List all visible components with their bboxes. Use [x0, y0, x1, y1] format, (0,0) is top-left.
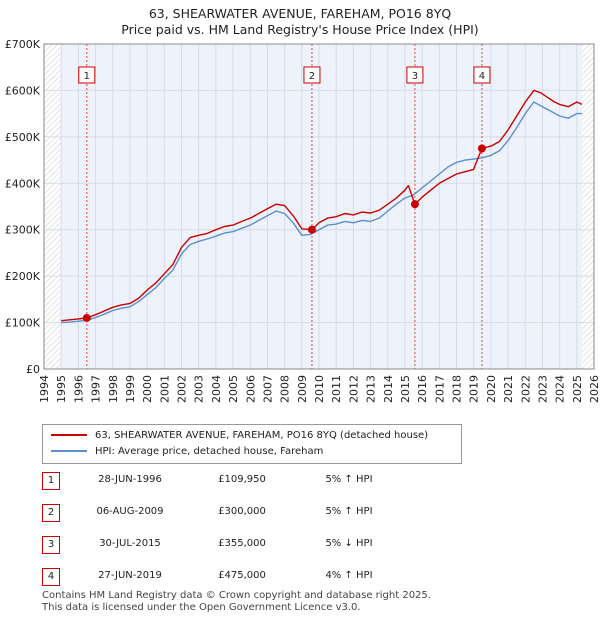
sale-point — [410, 200, 419, 209]
sale-marker-badge: 3 — [42, 536, 60, 554]
sale-price: £355,000 — [218, 538, 266, 549]
chart-legend: 63, SHEARWATER AVENUE, FAREHAM, PO16 8YQ… — [42, 424, 462, 464]
y-tick-label: £0 — [26, 363, 40, 376]
sale-point — [307, 225, 316, 234]
x-tick-label: 2011 — [330, 375, 343, 403]
x-tick-label: 2021 — [502, 375, 515, 403]
sale-label-number: 3 — [412, 71, 418, 82]
x-tick-label: 2005 — [227, 375, 240, 403]
x-tick-label: 2006 — [244, 375, 257, 403]
sale-hpi-diff: 5% ↑ HPI — [325, 506, 373, 517]
sale-row: 1 28-JUN-1996 £109,950 5% ↑ HPI — [42, 472, 442, 492]
legend-item-price: 63, SHEARWATER AVENUE, FAREHAM, PO16 8YQ… — [51, 428, 428, 444]
y-tick-label: £600K — [5, 84, 41, 97]
footer-line1: Contains HM Land Registry data © Crown c… — [42, 590, 431, 601]
x-tick-label: 2018 — [451, 375, 464, 403]
sale-date: 06-AUG-2009 — [96, 506, 164, 517]
x-tick-label: 2000 — [141, 375, 154, 403]
x-tick-label: 2004 — [210, 375, 223, 403]
sale-row: 2 06-AUG-2009 £300,000 5% ↑ HPI — [42, 504, 442, 524]
x-tick-label: 1998 — [107, 375, 120, 403]
x-tick-label: 2001 — [158, 375, 171, 403]
sale-label-box — [473, 66, 491, 84]
x-tick-label: 1996 — [72, 375, 85, 403]
y-tick-label: £500K — [5, 131, 41, 144]
x-tick-label: 1995 — [55, 375, 68, 403]
y-tick-label: £700K — [5, 38, 41, 51]
sale-row: 3 30-JUL-2015 £355,000 5% ↓ HPI — [42, 536, 442, 556]
sale-price: £109,950 — [218, 474, 266, 485]
sale-label-box — [406, 66, 424, 84]
sale-label-number: 2 — [309, 71, 315, 82]
sale-date: 27-JUN-2019 — [98, 570, 162, 581]
x-tick-label: 2025 — [571, 375, 584, 403]
sale-hpi-diff: 5% ↓ HPI — [325, 538, 373, 549]
sale-date: 30-JUL-2015 — [99, 538, 161, 549]
x-tick-label: 2014 — [382, 375, 395, 403]
sale-marker-badge: 4 — [42, 568, 60, 586]
sale-label-box — [78, 66, 96, 84]
sale-point — [477, 144, 486, 153]
y-tick-label: £300K — [5, 224, 41, 237]
legend-swatch-price — [51, 434, 87, 436]
x-tick-label: 2008 — [279, 375, 292, 403]
x-tick-label: 1999 — [124, 375, 137, 403]
sale-date: 28-JUN-1996 — [98, 474, 162, 485]
legend-label-price: 63, SHEARWATER AVENUE, FAREHAM, PO16 8YQ… — [95, 430, 429, 441]
price-chart: £0 £100K £200K £300K £400K £500K £600K £700K 199… — [5, 38, 600, 403]
y-tick-label: £200K — [5, 270, 41, 283]
hatch-before-data — [44, 44, 62, 369]
x-tick-label: 2010 — [313, 375, 326, 403]
sale-label-number: 1 — [84, 71, 90, 82]
footer-attribution: Contains HM Land Registry data © Crown c… — [42, 590, 431, 614]
x-tick-label: 2023 — [536, 375, 549, 403]
chart-title-line2: Price paid vs. HM Land Registry's House … — [121, 22, 479, 37]
x-tick-label: 2016 — [416, 375, 429, 403]
sale-label-number: 4 — [479, 71, 485, 82]
plot-border — [43, 43, 595, 370]
hpi-line — [61, 101, 582, 324]
x-tick-label: 2020 — [485, 375, 498, 403]
sale-label-box — [303, 66, 321, 84]
x-tick-label: 2002 — [176, 375, 189, 403]
sale-price: £300,000 — [218, 506, 266, 517]
x-tick-label: 2022 — [519, 375, 532, 403]
data-period-shade — [61, 44, 582, 369]
price-paid-line — [61, 89, 583, 322]
sale-hpi-diff: 4% ↑ HPI — [325, 570, 373, 581]
legend-label-hpi: HPI: Average price, detached house, Fare… — [95, 446, 324, 457]
x-tick-label: 2019 — [468, 375, 481, 403]
x-tick-label: 2024 — [554, 375, 567, 403]
sale-marker-badge: 2 — [42, 504, 60, 522]
chart-title-line1: 63, SHEARWATER AVENUE, FAREHAM, PO16 8YQ — [148, 6, 452, 21]
x-tick-label: 2012 — [347, 375, 360, 403]
x-tick-label: 2007 — [261, 375, 274, 403]
x-tick-label: 2009 — [296, 375, 309, 403]
x-tick-label: 1997 — [90, 375, 103, 403]
x-tick-label: 1994 — [38, 375, 51, 403]
x-tick-label: 2013 — [365, 375, 378, 403]
legend-item-hpi: HPI: Average price, detached house, Fare… — [51, 444, 323, 460]
y-tick-label: £100K — [5, 317, 41, 330]
hatch-after-data — [581, 44, 594, 369]
footer-line2: This data is licensed under the Open Gov… — [42, 602, 361, 613]
legend-swatch-hpi — [51, 450, 87, 452]
sale-row: 4 27-JUN-2019 £475,000 4% ↑ HPI — [42, 568, 442, 588]
sale-marker-badge: 1 — [42, 472, 60, 490]
sale-price: £475,000 — [218, 570, 266, 581]
x-tick-label: 2003 — [193, 375, 206, 403]
x-tick-label: 2026 — [588, 375, 600, 403]
sale-point — [82, 313, 91, 322]
y-tick-label: £400K — [5, 177, 41, 190]
x-tick-label: 2015 — [399, 375, 412, 403]
sale-hpi-diff: 5% ↑ HPI — [325, 474, 373, 485]
x-tick-label: 2017 — [433, 375, 446, 403]
